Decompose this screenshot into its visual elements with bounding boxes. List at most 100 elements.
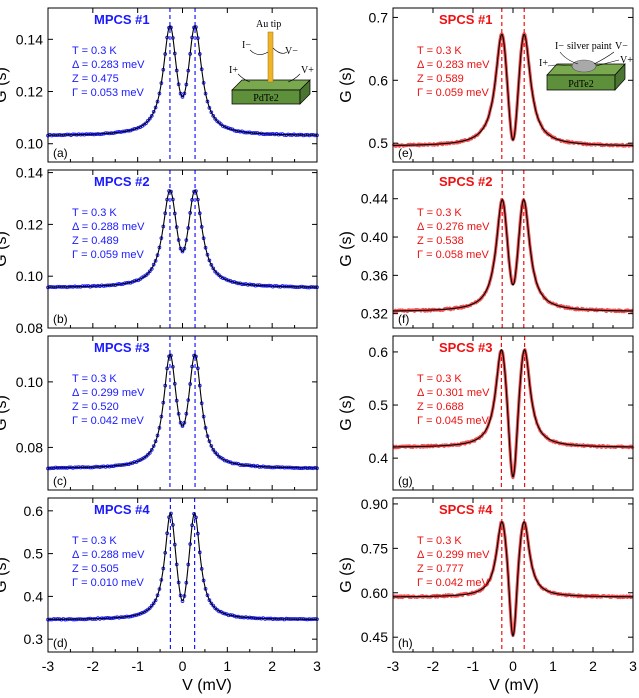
fit-parameter: Z = 0.505: [72, 563, 119, 575]
data-point: [151, 601, 156, 606]
data-point: [180, 424, 185, 428]
data-point: [211, 113, 216, 118]
panel-title: MPCS #1: [94, 12, 150, 27]
y-tick-label: 0.3: [24, 631, 44, 647]
fit-parameter: Δ = 0.288 meV: [72, 549, 145, 561]
x-axis-label-right: V (mV): [489, 677, 539, 694]
data-point: [149, 114, 154, 118]
fit-parameter: Γ = 0.042 meV: [72, 415, 144, 427]
fit-parameter: Γ = 0.059 meV: [72, 249, 144, 261]
panel-g: 0.4 0.5 0.6 G (s) SPCS #3 T = 0.3 K Δ = 0.301 …: [338, 335, 635, 491]
x-tick-label: 1: [549, 658, 557, 674]
fit-parameter: T = 0.3 K: [417, 535, 462, 547]
fit-parameter: Z = 0.489: [72, 235, 119, 247]
fit-parameter: T = 0.3 K: [72, 535, 117, 547]
y-tick-label: 0.10: [16, 268, 43, 284]
data-point: [147, 606, 152, 610]
fit-parameter: Δ = 0.283 meV: [417, 59, 490, 71]
fit-parameter: T = 0.3 K: [417, 373, 462, 385]
y-tick-label: 0.12: [16, 216, 43, 232]
fit-parameter: Γ = 0.053 meV: [72, 87, 144, 99]
panel-a: 0.10 0.12 0.14 G (s) MPCS #1 T = 0.3 K Δ = 0.2…: [0, 7, 319, 163]
x-tick-label: 0: [179, 658, 187, 674]
data-point: [180, 95, 185, 99]
panel-letter: (h): [398, 636, 413, 650]
current-minus-label: I−: [555, 41, 564, 52]
x-tick-label: 2: [268, 658, 276, 674]
fit-curve: [393, 521, 633, 637]
fit-curve: [47, 353, 318, 469]
panel-letter: (c): [53, 474, 67, 488]
panel-title: SPCS #1: [439, 12, 492, 27]
data-point: [180, 599, 185, 603]
wire: [559, 51, 579, 65]
data-point: [146, 452, 150, 457]
plot-frame: [47, 497, 318, 653]
panel-letter: (d): [53, 636, 68, 650]
current-plus-label: I+: [229, 65, 238, 76]
fit-curve: [392, 348, 634, 478]
y-tick-label: 0.40: [361, 229, 388, 245]
panel-c: 0.08 0.10 G (s) MPCS #3 T = 0.3 K Δ = 0.299 m…: [0, 335, 319, 491]
data-point: [151, 444, 156, 448]
fit-parameter: Z = 0.777: [417, 563, 464, 575]
fit-parameter: Z = 0.688: [417, 401, 464, 413]
panel-h: -3 -2 -1 0 1 2 3 0.45 0.60 0.75 0.90 G (s) SPCS #4 T …: [338, 496, 637, 674]
current-plus-label: I+: [539, 58, 548, 69]
y-tick-label: 0.44: [361, 191, 388, 207]
fit-parameter: Γ = 0.042 meV: [417, 577, 489, 589]
fit-parameter: T = 0.3 K: [417, 45, 462, 57]
data-point: [180, 249, 185, 254]
fit-parameter: Γ = 0.045 meV: [417, 415, 489, 427]
fit-parameter: Z = 0.520: [72, 401, 119, 413]
panel-b: 0.08 0.10 0.12 0.14 G (s) MPCS #2 T = 0.3 K Δ =…: [0, 165, 319, 336]
sample-label: PdTe2: [568, 79, 593, 90]
y-tick-label: 0.14: [16, 165, 43, 181]
panel-letter: (e): [398, 146, 413, 160]
data-point: [219, 122, 223, 126]
fit-parameter: T = 0.3 K: [417, 207, 462, 219]
current-minus-label: I−: [242, 40, 251, 51]
fit-parameter: Γ = 0.059 meV: [417, 87, 489, 99]
x-tick-label: -1: [131, 658, 144, 674]
voltage-minus-label: V−: [615, 41, 628, 52]
data-point: [144, 121, 148, 126]
y-tick-label: 0.5: [369, 135, 389, 151]
y-tick-label: 0.5: [24, 546, 44, 562]
tip-label: Au tip: [256, 19, 281, 30]
data-point: [144, 454, 148, 459]
panel-letter: (f): [398, 312, 409, 326]
data-point: [213, 116, 218, 121]
fit-parameter: T = 0.3 K: [72, 207, 117, 219]
y-tick-label: 0.08: [16, 439, 43, 455]
panel-title: MPCS #2: [94, 174, 150, 189]
panel-title: MPCS #4: [94, 502, 150, 517]
fit-parameter: Δ = 0.299 meV: [72, 387, 145, 399]
panel-letter: (b): [53, 312, 68, 326]
x-tick-label: -2: [427, 658, 440, 674]
inset-point-contact: PdTe2 Au tip I− V− I+ V+: [229, 19, 314, 105]
x-tick-label: -3: [387, 658, 400, 674]
y-tick-label: 0.60: [361, 585, 388, 601]
fit-parameter: Δ = 0.283 meV: [72, 59, 145, 71]
data-point: [149, 603, 154, 608]
y-tick-label: 0.10: [16, 374, 43, 390]
voltage-plus-label: V+: [620, 55, 633, 66]
fit-parameter: Z = 0.538: [417, 235, 464, 247]
fit-parameter: Δ = 0.276 meV: [417, 221, 490, 233]
fit-parameter: Δ = 0.301 meV: [417, 387, 490, 399]
voltage-minus-label: V−: [285, 46, 298, 57]
y-tick-label: 0.75: [361, 540, 388, 556]
y-tick-label: 0.7: [369, 9, 389, 25]
panel-title: MPCS #3: [94, 340, 150, 355]
sample-label: PdTe2: [253, 93, 278, 104]
y-tick-label: 0.10: [16, 136, 43, 152]
data-point: [209, 263, 214, 267]
y-tick-label: 0.45: [361, 629, 388, 645]
y-axis-label: G (s): [0, 557, 10, 593]
wire: [237, 73, 251, 83]
panel-title: SPCS #3: [439, 340, 492, 355]
y-axis-label: G (s): [0, 395, 10, 431]
panel-letter: (a): [53, 146, 68, 160]
